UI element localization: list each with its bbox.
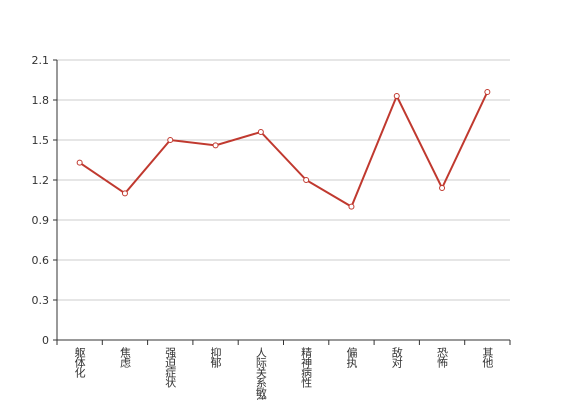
y-tick-label: 0	[42, 334, 49, 347]
point	[167, 137, 174, 143]
x-tick-label: 焦虑	[118, 347, 131, 368]
point	[212, 142, 219, 149]
x-tick-label: 强迫症状	[164, 347, 177, 388]
x-tick-label: 躯体化	[73, 347, 86, 379]
point	[303, 177, 310, 183]
y-tick-label: 1.5	[32, 134, 50, 147]
x-tick-label: 敌对	[390, 346, 403, 368]
y-tick-label: 0.6	[32, 254, 50, 267]
x-tick-label: 恐怖	[436, 347, 449, 368]
point	[393, 93, 400, 99]
y-tick-label: 1.8	[32, 94, 50, 107]
point	[484, 89, 491, 95]
x-tick-label: 人际关系敏感	[254, 347, 267, 400]
y-tick-label: 1.2	[32, 174, 50, 187]
line	[79, 91, 489, 209]
point	[76, 159, 83, 166]
point	[439, 185, 446, 191]
x-tick-label: 其他	[481, 347, 494, 368]
y-tick-label: 0.3	[32, 294, 50, 307]
point	[348, 203, 355, 210]
x-tick-label: 偏执	[345, 346, 358, 369]
point	[257, 129, 264, 135]
x-tick-label: 精神病性	[300, 347, 313, 389]
y-tick-label: 2.1	[32, 54, 50, 67]
y-tick-label: 0.9	[32, 214, 50, 227]
x-tick-label: 抑郁	[209, 346, 222, 368]
point	[121, 190, 128, 197]
